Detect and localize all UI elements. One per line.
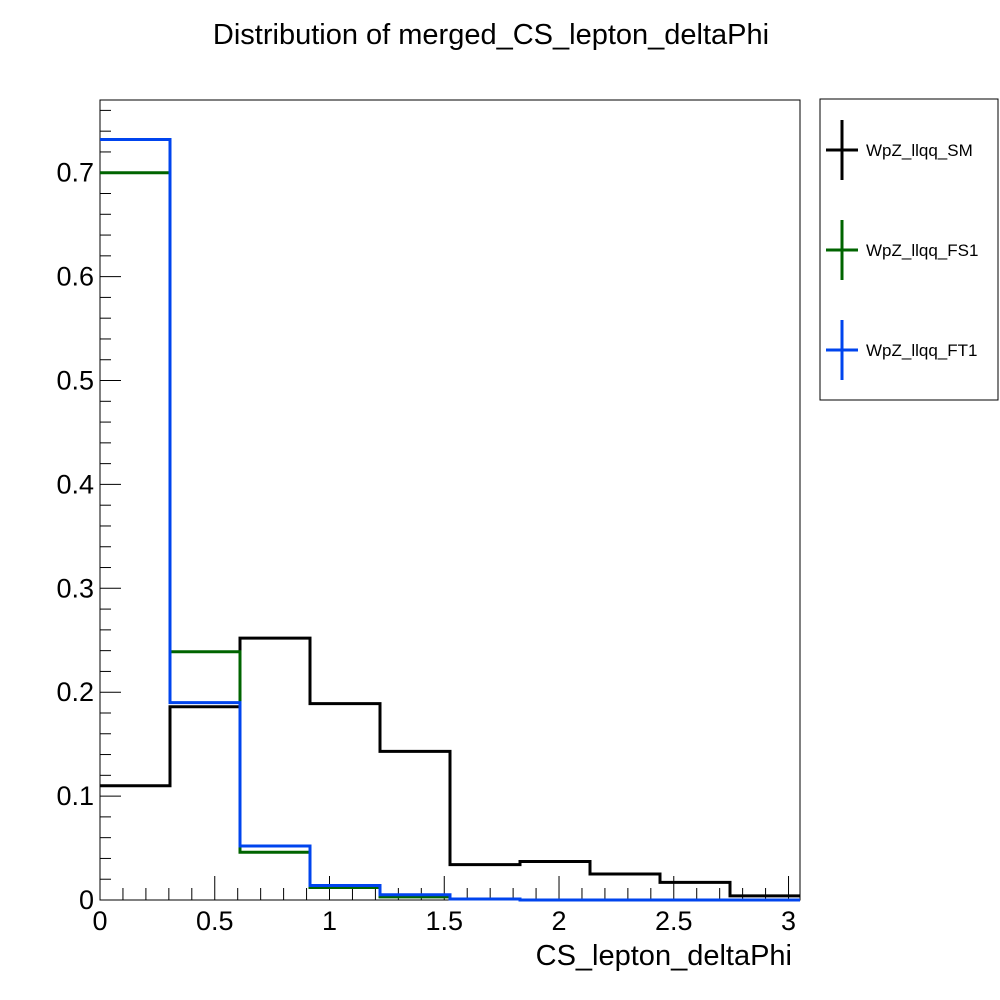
y-tick-label: 0.6	[56, 262, 94, 292]
y-tick-label: 0.7	[56, 158, 94, 188]
chart-title: Distribution of merged_CS_lepton_deltaPh…	[213, 19, 769, 51]
legend-entry: WpZ_llqq_SM	[826, 120, 973, 180]
x-tick-label: 1.5	[425, 906, 463, 936]
series-line-WpZ_llqq_SM	[100, 636, 800, 898]
y-tick-label: 0.3	[56, 573, 94, 603]
legend-entry: WpZ_llqq_FS1	[826, 220, 978, 280]
y-tick-label: 0.1	[56, 781, 94, 811]
series-line-WpZ_llqq_FT1	[100, 137, 800, 902]
legend-label: WpZ_llqq_FS1	[866, 241, 978, 260]
y-tick-label: 0.4	[56, 469, 94, 499]
legend: WpZ_llqq_SM WpZ_llqq_FS1 WpZ_llqq_FT1	[819, 98, 999, 401]
x-tick-label: 1	[322, 906, 337, 936]
legend-entry: WpZ_llqq_FT1	[826, 320, 977, 380]
legend-label: WpZ_llqq_FT1	[866, 341, 977, 360]
y-axis: 0 0.1 0.2 0.3 0.4 0.5 0.6 0.7	[56, 109, 121, 915]
x-tick-label: 2	[552, 906, 567, 936]
x-tick-label: 3	[781, 906, 796, 936]
x-tick-label: 0	[92, 906, 107, 936]
x-axis-title: CS_lepton_deltaPhi	[536, 940, 792, 972]
y-tick-label: 0	[79, 885, 94, 915]
legend-label: WpZ_llqq_SM	[866, 141, 973, 160]
x-axis: 0 0.5 1 1.5 2 2.5 3	[92, 876, 796, 936]
x-tick-label: 0.5	[196, 906, 234, 936]
y-tick-label: 0.2	[56, 677, 94, 707]
x-tick-label: 2.5	[655, 906, 693, 936]
series-lines	[100, 137, 800, 902]
y-tick-label: 0.5	[56, 366, 94, 396]
